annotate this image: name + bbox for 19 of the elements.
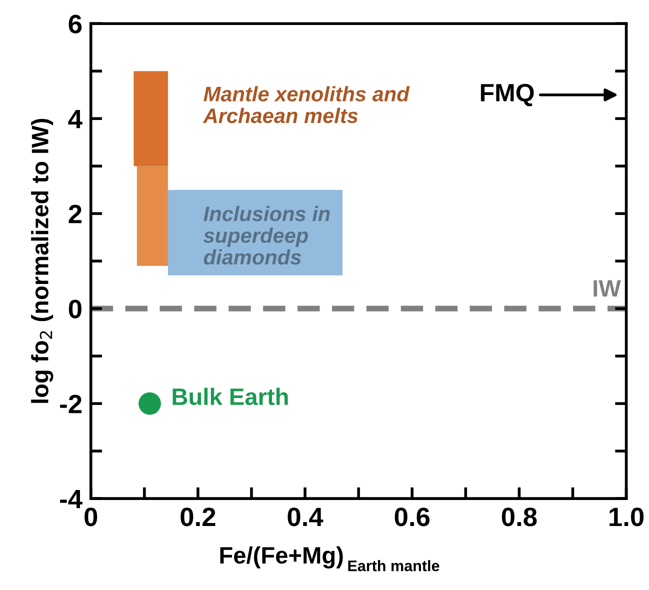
x-tick-label: 0.2 <box>180 508 216 526</box>
x-tick-label: 0.6 <box>394 508 430 526</box>
annotation: Inclusions in superdeep diamonds <box>204 206 330 265</box>
x-tick-label: 0.4 <box>288 508 324 526</box>
y-tick-label: 0 <box>68 300 82 318</box>
series-label: Bulk Earth <box>172 388 288 406</box>
y-tick-label: 6 <box>68 14 82 34</box>
y-tick-label: -4 <box>60 490 82 508</box>
x-tick-label: 1.0 <box>610 508 644 526</box>
ref-line-label: IW <box>594 280 621 297</box>
annotation: Mantle xenoliths and Archaean melts <box>202 86 410 124</box>
y-tick-label: -2 <box>60 394 82 414</box>
x-tick-label: 0.8 <box>502 508 537 526</box>
x-axis-title: Fe/(Fe+Mg)Earth mantle <box>220 546 440 572</box>
annotation: FMQ <box>480 84 534 106</box>
y-axis-title: log fo$_{2}$ (normalized to IW) <box>31 118 54 403</box>
y-tick-label: 2 <box>68 204 82 224</box>
y-tick-label: 4 <box>68 110 82 128</box>
x-tick-label: 0 <box>84 508 98 526</box>
